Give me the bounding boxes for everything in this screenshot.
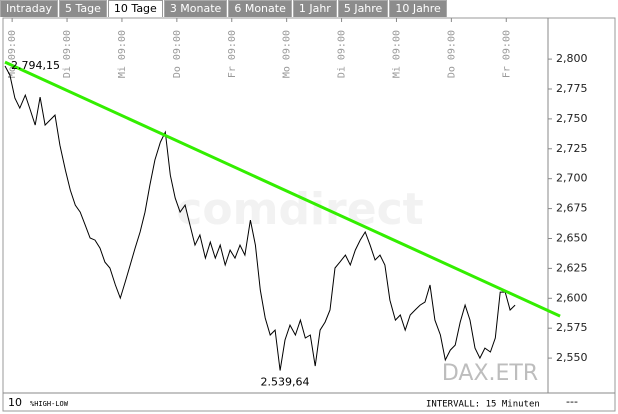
- y-tick-label: 2,700: [556, 172, 588, 185]
- tab[interactable]: 5 Jahre: [337, 0, 389, 17]
- tab[interactable]: 10 Jahre: [389, 0, 447, 17]
- watermark: comdirect: [176, 184, 423, 235]
- tab[interactable]: 1 Jahr: [292, 0, 337, 17]
- y-tick-label: 2,800: [556, 52, 588, 65]
- y-tick-label: 2,650: [556, 231, 588, 244]
- tab-bar: Intraday 5 Tage 10 Tage 3 Monate 6 Monate 1 J…: [0, 0, 448, 18]
- watermark: DAX.ETR: [442, 361, 538, 386]
- chart-frame: [2, 17, 616, 412]
- y-tick-label: 2,725: [556, 142, 588, 155]
- y-tick-label: 2,625: [556, 261, 588, 274]
- tab[interactable]: 3 Monate: [163, 0, 228, 17]
- footer-status: ---: [566, 395, 578, 408]
- y-tick-label: 2,550: [556, 351, 588, 364]
- tab[interactable]: 6 Monate: [228, 0, 292, 17]
- y-tick-label: 2,575: [556, 321, 588, 334]
- y-tick-label: 2,750: [556, 112, 588, 125]
- extreme-label: 2.794,15: [11, 59, 60, 72]
- x-tick-label: Fr 09:00: [501, 30, 512, 78]
- x-tick-label: Mi 09:00: [391, 30, 402, 78]
- extreme-label: 2.539,64: [261, 375, 310, 388]
- trend-line: [4, 60, 561, 318]
- x-tick-label: Di 09:00: [62, 30, 73, 78]
- x-tick-label: Do 09:00: [172, 30, 183, 78]
- x-tick-label: Mo 09:00: [282, 30, 293, 78]
- y-tick-label: 2,600: [556, 291, 588, 304]
- tab[interactable]: 10 Tage: [107, 0, 163, 17]
- x-tick-label: Do 09:00: [446, 30, 457, 78]
- footer-period: 10: [8, 396, 22, 409]
- footer-indicator: %HIGH-LOW: [30, 400, 69, 408]
- tab[interactable]: Intraday: [0, 0, 59, 17]
- x-tick-label: Mo 09:00: [7, 30, 18, 78]
- x-tick-label: Di 09:00: [337, 30, 348, 78]
- y-tick-label: 2,775: [556, 82, 588, 95]
- tab[interactable]: 5 Tage: [59, 0, 107, 17]
- price-line: [4, 65, 516, 371]
- x-tick-label: Mi 09:00: [117, 30, 128, 78]
- x-tick-label: Fr 09:00: [227, 30, 238, 78]
- footer-interval: INTERVALL: 15 Minuten: [426, 400, 540, 410]
- y-tick-label: 2,675: [556, 202, 588, 215]
